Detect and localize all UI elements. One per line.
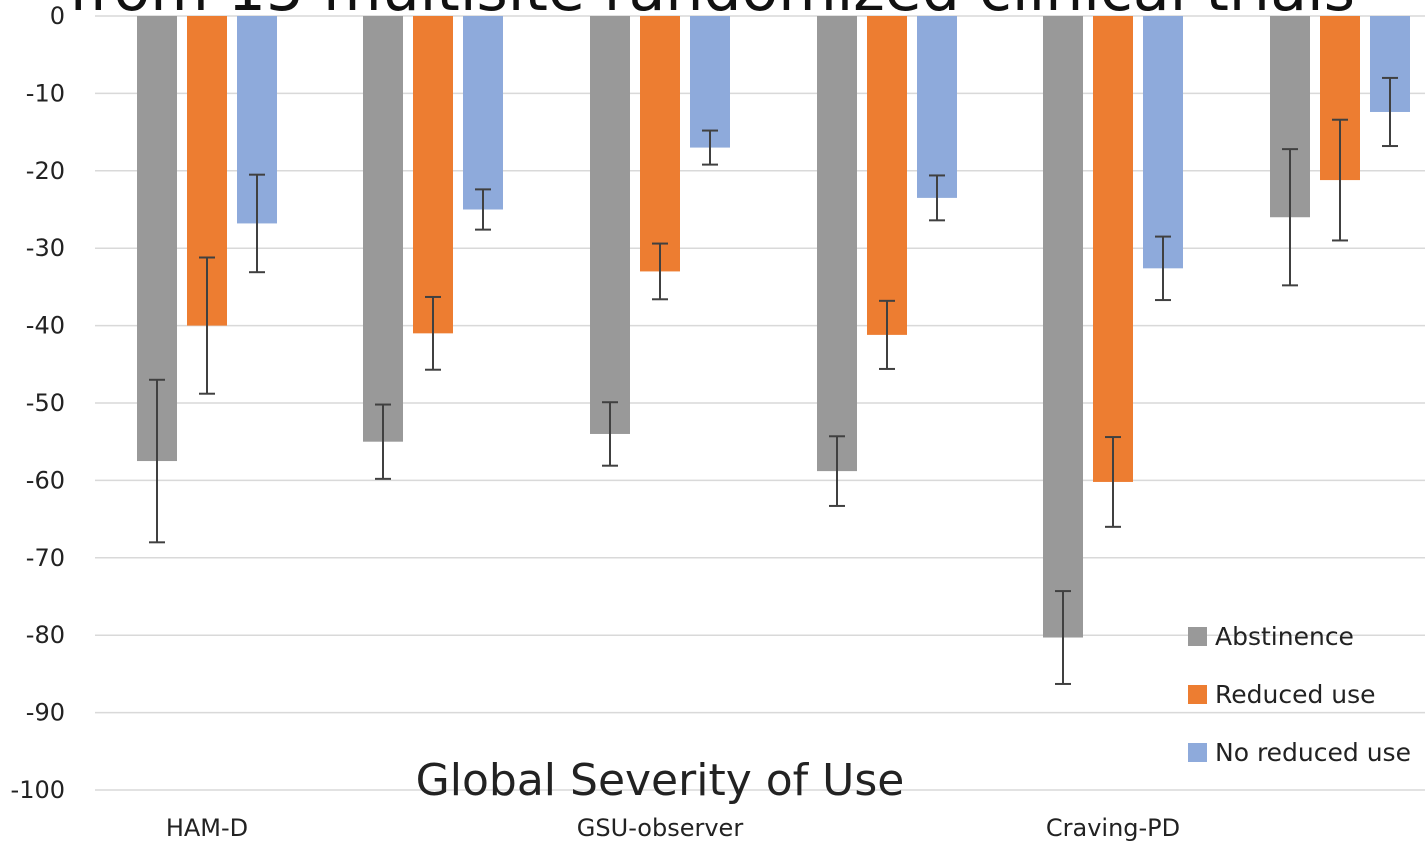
legend-label: No reduced use bbox=[1215, 738, 1411, 767]
bar bbox=[363, 16, 403, 442]
error-bar bbox=[652, 242, 668, 301]
y-tick-label: 0 bbox=[50, 2, 65, 30]
y-tick-label: -80 bbox=[26, 621, 65, 649]
error-bar bbox=[1105, 436, 1121, 528]
legend-swatch bbox=[1188, 743, 1207, 762]
x-tick-label: Craving-PD bbox=[1046, 814, 1180, 842]
y-tick-label: -50 bbox=[26, 389, 65, 417]
error-bar bbox=[1155, 235, 1171, 302]
y-axis: 0 -10 -20 -30 -40 -50 -60 -70 -80 -90 -100 bbox=[11, 2, 65, 804]
bars bbox=[137, 16, 1410, 638]
error-bar bbox=[425, 295, 441, 371]
error-bar bbox=[199, 256, 215, 395]
error-bar bbox=[602, 401, 618, 467]
y-tick-label: -90 bbox=[26, 699, 65, 727]
bar bbox=[590, 16, 630, 434]
bar bbox=[917, 16, 957, 198]
y-tick-label: -70 bbox=[26, 544, 65, 572]
y-tick-label: -20 bbox=[26, 157, 65, 185]
bar bbox=[640, 16, 680, 272]
error-bar bbox=[1055, 590, 1071, 685]
error-bar bbox=[149, 378, 165, 544]
bar bbox=[690, 16, 730, 148]
error-bar bbox=[475, 188, 491, 231]
error-bar bbox=[829, 435, 845, 507]
x-axis: HAM-D GSU-observer Craving-PD bbox=[166, 814, 1180, 842]
bar bbox=[463, 16, 503, 210]
error-bars bbox=[149, 76, 1398, 685]
grid bbox=[95, 15, 1425, 791]
chart-title: from 15 multisite randomized clinical tr… bbox=[69, 0, 1355, 25]
error-bar bbox=[1332, 118, 1348, 242]
bar bbox=[867, 16, 907, 335]
error-bar bbox=[375, 403, 391, 480]
y-tick-label: -10 bbox=[26, 79, 65, 107]
y-tick-label: -40 bbox=[26, 312, 65, 340]
x-tick-label: GSU-observer bbox=[577, 814, 744, 842]
y-tick-label: -30 bbox=[26, 234, 65, 262]
bar bbox=[817, 16, 857, 472]
error-bar bbox=[929, 174, 945, 222]
legend-swatch bbox=[1188, 627, 1207, 646]
bar bbox=[1093, 16, 1133, 482]
error-bar bbox=[249, 173, 265, 274]
y-tick-label: -60 bbox=[26, 466, 65, 494]
y-tick-label: -100 bbox=[11, 776, 65, 804]
legend-label: Reduced use bbox=[1215, 680, 1376, 709]
x-axis-title: Global Severity of Use bbox=[416, 755, 905, 806]
bar bbox=[1143, 16, 1183, 269]
bar bbox=[413, 16, 453, 334]
legend-swatch bbox=[1188, 685, 1207, 704]
x-tick-label: HAM-D bbox=[166, 814, 248, 842]
error-bar bbox=[879, 299, 895, 370]
error-bar bbox=[702, 129, 718, 166]
error-bar bbox=[1382, 76, 1398, 148]
legend: Abstinence Reduced use No reduced use bbox=[1188, 622, 1411, 767]
error-bar bbox=[1282, 148, 1298, 287]
bar bbox=[1043, 16, 1083, 638]
legend-label: Abstinence bbox=[1215, 622, 1354, 651]
